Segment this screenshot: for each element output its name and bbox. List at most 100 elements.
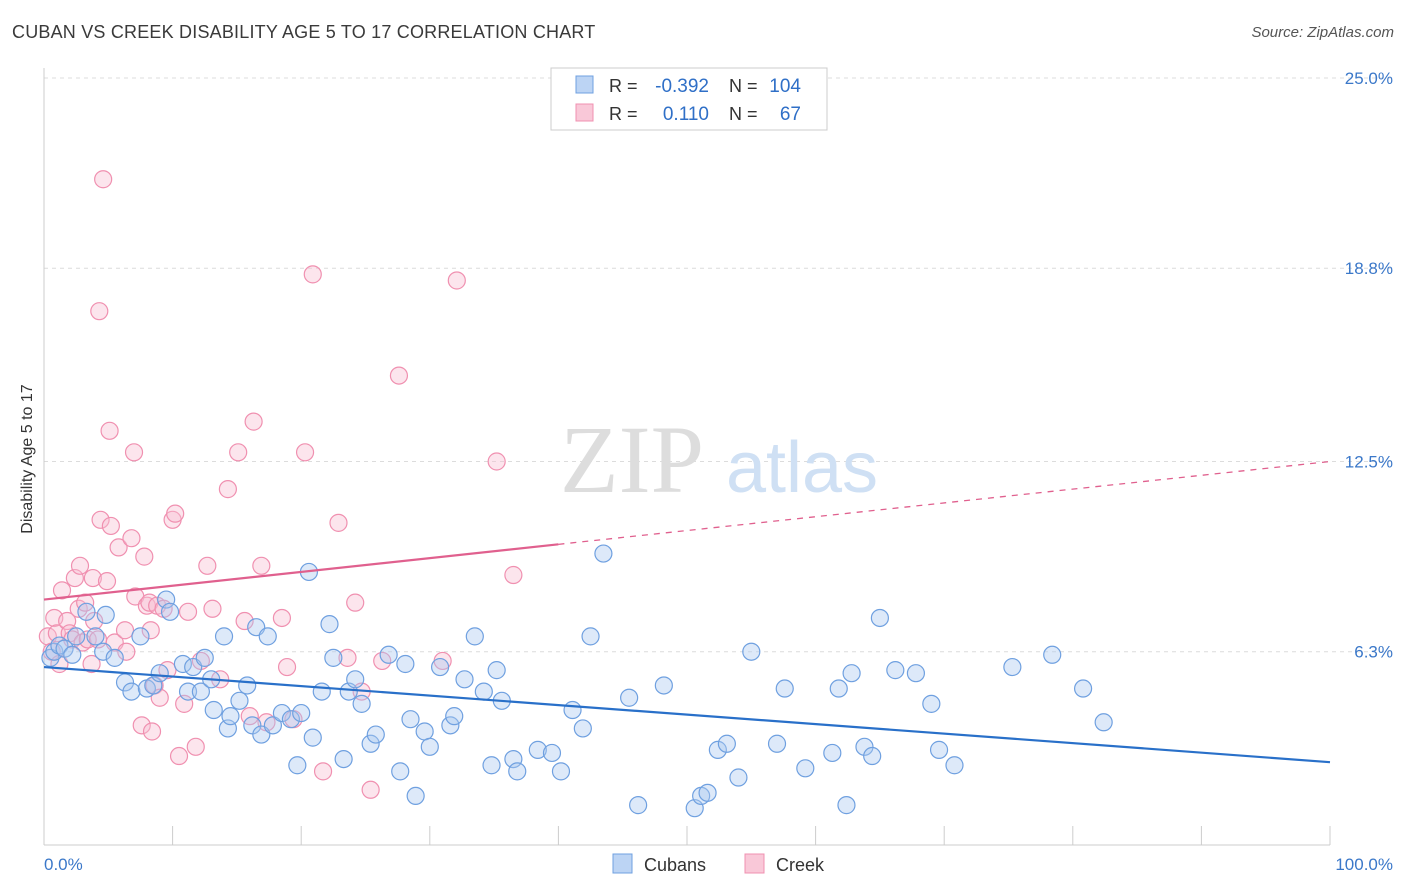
- cubans-point: [173, 654, 192, 674]
- x-tick-label: 100.0%: [1335, 855, 1393, 874]
- source-label: Source: ZipAtlas.com: [1251, 24, 1394, 41]
- cubans-point: [528, 740, 547, 759]
- creek-point: [101, 516, 120, 536]
- creek-point: [203, 599, 222, 618]
- cubans-point: [288, 756, 307, 775]
- creek-point: [447, 271, 466, 290]
- cubans-point: [214, 627, 234, 646]
- cubans-point: [396, 654, 415, 674]
- creek-point: [504, 565, 523, 585]
- creek-point: [169, 746, 189, 766]
- gridlines: [44, 77, 1392, 653]
- creek-point: [115, 621, 135, 640]
- creek-trend-line: [43, 543, 559, 601]
- cubans-point: [455, 670, 474, 689]
- cubans-point: [366, 725, 385, 744]
- cubans-point: [50, 636, 69, 655]
- cubans-point: [441, 716, 460, 735]
- creek-point: [83, 568, 102, 588]
- cubans-point: [401, 710, 420, 729]
- creek-point: [109, 538, 128, 557]
- creek-point: [303, 265, 322, 284]
- creek-point: [295, 443, 315, 462]
- creek-point: [198, 556, 217, 575]
- cubans-point: [346, 670, 365, 689]
- stats-r-value: -0.392: [655, 76, 709, 97]
- cubans-point: [542, 743, 562, 763]
- stats-n-value: 104: [769, 76, 801, 97]
- cubans-point: [406, 786, 425, 806]
- creek-point: [252, 556, 271, 575]
- creek-point: [117, 642, 136, 661]
- watermark: ZIP atlas: [560, 406, 878, 513]
- stats-r-label: R =: [609, 104, 638, 124]
- watermark-zip: ZIP: [560, 406, 704, 513]
- legend-swatch-cubans: [612, 853, 633, 874]
- cubans-point: [160, 602, 180, 621]
- cubans-point: [698, 783, 717, 802]
- cubans-point: [922, 694, 941, 713]
- cubans-point: [178, 682, 198, 701]
- cubans-point: [629, 796, 648, 815]
- cubans-point: [620, 688, 639, 707]
- cubans-point: [837, 796, 856, 815]
- creek-point: [338, 648, 357, 667]
- cubans-point: [717, 734, 736, 753]
- stats-legend-box: [550, 67, 828, 131]
- cubans-point: [474, 682, 493, 701]
- creek-point: [235, 611, 254, 631]
- cubans-point: [312, 682, 331, 701]
- stats-swatch-creek: [575, 103, 594, 122]
- creek-point: [90, 302, 109, 321]
- cubans-point: [320, 615, 339, 634]
- y-tick-label: 12.5%: [1345, 453, 1393, 472]
- creek-point: [100, 421, 119, 440]
- cubans-point: [855, 737, 874, 756]
- cubans-point: [829, 679, 848, 698]
- cubans-point: [191, 682, 210, 701]
- cubans-point: [105, 648, 124, 667]
- creek-point: [272, 608, 292, 628]
- creek-point: [244, 412, 263, 431]
- cubans-point: [391, 762, 410, 781]
- creek-point: [135, 547, 154, 566]
- cubans-point: [842, 664, 861, 683]
- cubans-point: [96, 605, 115, 625]
- cubans-trend-line: [43, 665, 1331, 764]
- cubans-point: [150, 664, 169, 683]
- cubans-point: [870, 608, 890, 628]
- creek-point: [52, 581, 72, 600]
- cubans-point: [767, 734, 787, 753]
- legend-label-cubans: Cubans: [644, 855, 706, 875]
- cubans-point: [379, 645, 398, 664]
- y-tick-label: 18.8%: [1345, 259, 1393, 278]
- cubans-point: [281, 710, 301, 729]
- creek-trend-extension: [558, 460, 1331, 545]
- stats-n-label: N =: [729, 76, 758, 96]
- cubans-point: [742, 642, 761, 661]
- cubans-point: [272, 703, 292, 723]
- cubans-point: [1094, 713, 1113, 732]
- cubans-point: [361, 734, 380, 753]
- tick-labels: 6.3% 12.5% 18.8% 25.0% 0.0% 100.0%: [44, 69, 1393, 874]
- cubans-point: [775, 679, 794, 698]
- x-tick-label: 0.0%: [44, 855, 83, 874]
- stats-n-value: 67: [780, 104, 801, 125]
- creek-point: [218, 480, 237, 499]
- cubans-point: [67, 627, 86, 646]
- cubans-point: [573, 719, 592, 738]
- creek-point: [122, 529, 141, 548]
- cubans-point: [1043, 645, 1062, 664]
- cubans-point: [563, 700, 582, 720]
- cubans-point: [886, 661, 905, 680]
- creek-point: [186, 737, 205, 756]
- y-tick-label: 6.3%: [1354, 643, 1393, 662]
- cubans-point: [929, 740, 949, 759]
- series-legend: Cubans Creek: [612, 853, 825, 875]
- cubans-point: [77, 602, 96, 621]
- creek-point: [389, 366, 409, 385]
- cubans-point: [292, 703, 311, 723]
- cubans-point: [906, 664, 926, 683]
- cubans-point: [420, 737, 439, 756]
- cubans-point: [238, 676, 257, 695]
